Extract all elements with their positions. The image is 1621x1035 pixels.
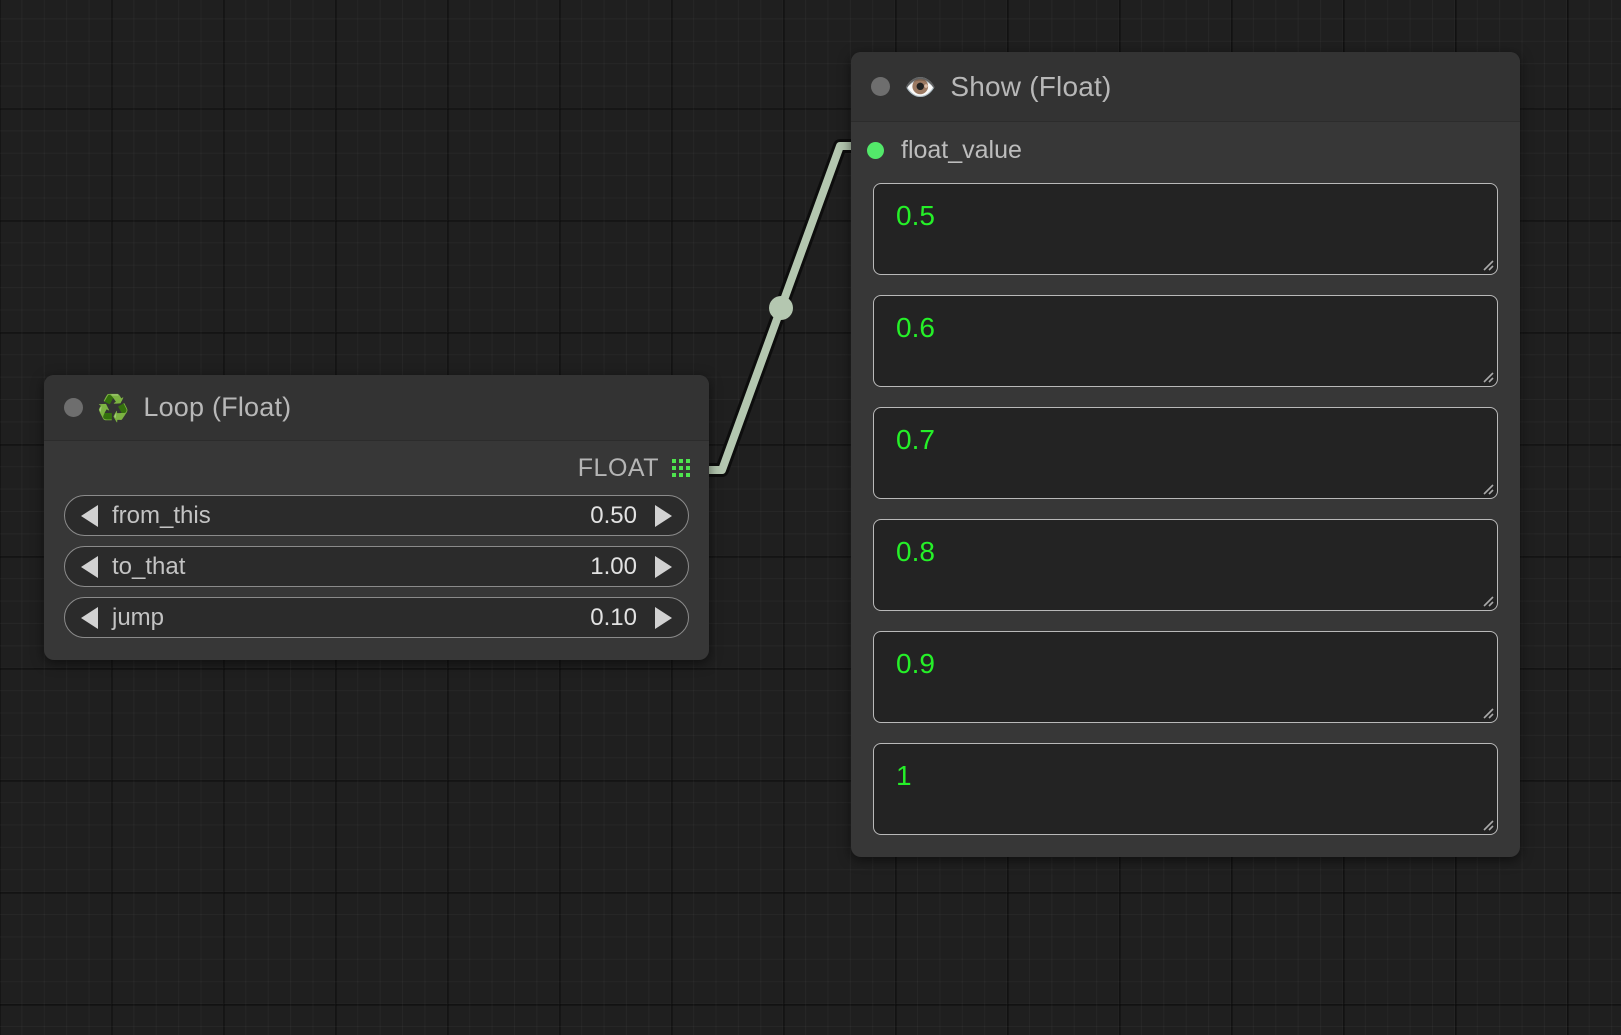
increment-arrow-icon[interactable] <box>655 606 672 629</box>
loop-parameter-list: from_this 0.50 to_that 1.00 jump 0.10 <box>44 495 709 660</box>
value-box[interactable]: 0.5 <box>873 183 1498 275</box>
value-box[interactable]: 1 <box>873 743 1498 835</box>
resize-grip-icon[interactable] <box>1478 479 1494 495</box>
connection-wire-loop-to-show[interactable] <box>693 139 873 477</box>
decrement-arrow-icon[interactable] <box>81 555 98 578</box>
param-row-to-that[interactable]: to_that 1.00 <box>64 546 689 587</box>
param-label: to_that <box>112 552 186 580</box>
resize-grip-icon[interactable] <box>1478 815 1494 831</box>
show-input-row[interactable]: float_value <box>851 122 1520 178</box>
node-show-body: float_value 0.5 0.6 0.7 <box>851 122 1520 857</box>
resize-grip-icon[interactable] <box>1478 255 1494 271</box>
node-show-title: Show (Float) <box>950 70 1112 102</box>
node-show-float[interactable]: 👁️ Show (Float) float_value 0.5 0.6 <box>851 52 1520 857</box>
node-show-header[interactable]: 👁️ Show (Float) <box>851 52 1520 122</box>
param-label: jump <box>112 603 165 631</box>
show-value-list: 0.5 0.6 0.7 <box>851 178 1520 857</box>
param-value[interactable]: 1.00 <box>590 552 637 580</box>
loop-output-label: FLOAT <box>577 453 659 482</box>
wire-midpoint-dot[interactable] <box>769 296 793 320</box>
collapse-dot[interactable] <box>871 77 890 96</box>
resize-grip-icon[interactable] <box>1478 367 1494 383</box>
grid-socket-icon[interactable] <box>672 459 690 477</box>
value-text: 0.7 <box>896 424 935 455</box>
value-box[interactable]: 0.7 <box>873 407 1498 499</box>
recycle-icon: ♻️ <box>97 392 130 423</box>
param-row-from-this[interactable]: from_this 0.50 <box>64 495 689 536</box>
value-text: 0.8 <box>896 536 935 567</box>
param-label: from_this <box>112 501 211 529</box>
loop-output-row[interactable]: FLOAT <box>44 441 709 495</box>
eye-icon: 👁️ <box>904 71 937 102</box>
increment-arrow-icon[interactable] <box>655 504 672 527</box>
decrement-arrow-icon[interactable] <box>81 606 98 629</box>
node-loop-title: Loop (Float) <box>143 392 292 422</box>
value-box[interactable]: 0.8 <box>873 519 1498 611</box>
node-loop-body: FLOAT from_this 0.50 to_that 1.00 <box>44 441 709 660</box>
value-text: 0.6 <box>896 312 935 343</box>
wire-path <box>696 142 870 474</box>
show-input-label: float_value <box>901 135 1022 164</box>
value-text: 0.9 <box>896 648 935 679</box>
value-text: 0.5 <box>896 200 935 231</box>
param-value[interactable]: 0.10 <box>590 603 637 631</box>
resize-grip-icon[interactable] <box>1478 703 1494 719</box>
wire-outline <box>693 139 873 477</box>
value-box[interactable]: 0.6 <box>873 295 1498 387</box>
value-box[interactable]: 0.9 <box>873 631 1498 723</box>
param-row-jump[interactable]: jump 0.10 <box>64 597 689 638</box>
round-socket-icon[interactable] <box>867 141 884 159</box>
resize-grip-icon[interactable] <box>1478 591 1494 607</box>
collapse-dot[interactable] <box>64 398 83 417</box>
param-value[interactable]: 0.50 <box>590 501 637 529</box>
node-loop-header[interactable]: ♻️ Loop (Float) <box>44 375 709 441</box>
increment-arrow-icon[interactable] <box>655 555 672 578</box>
value-text: 1 <box>896 760 912 791</box>
decrement-arrow-icon[interactable] <box>81 504 98 527</box>
node-loop-float[interactable]: ♻️ Loop (Float) FLOAT from_this 0.50 <box>44 375 709 660</box>
